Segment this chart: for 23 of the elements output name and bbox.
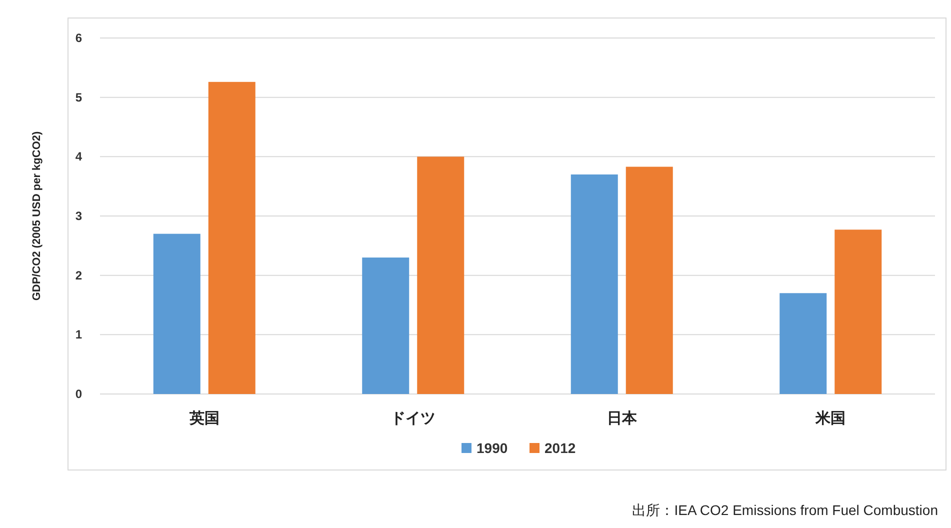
legend-label: 1990 bbox=[476, 440, 508, 456]
bar bbox=[780, 293, 827, 394]
y-tick-label: 5 bbox=[75, 90, 82, 104]
y-tick-label: 4 bbox=[75, 150, 82, 164]
legend-label: 2012 bbox=[544, 440, 576, 456]
bar bbox=[626, 166, 673, 394]
x-tick-label: 米国 bbox=[814, 410, 846, 427]
y-tick-label: 0 bbox=[75, 387, 82, 401]
y-tick-label: 3 bbox=[75, 209, 82, 223]
bar bbox=[208, 82, 256, 394]
bar bbox=[834, 230, 882, 394]
bar bbox=[417, 156, 464, 394]
x-tick-label: 日本 bbox=[606, 410, 638, 427]
y-tick-label: 6 bbox=[75, 31, 82, 45]
x-tick-label: ドイツ bbox=[390, 410, 436, 427]
text: 出所：IEA CO2 Emissions from Fuel Combustion bbox=[632, 502, 938, 518]
bar bbox=[362, 258, 410, 394]
y-tick-label: 1 bbox=[75, 328, 82, 342]
bar bbox=[153, 234, 200, 394]
bar bbox=[570, 174, 618, 394]
y-axis-title: GDP/CO2 (2005 USD per kgCO2) bbox=[31, 131, 43, 301]
x-tick-label: 英国 bbox=[188, 410, 220, 427]
y-tick-label: 2 bbox=[75, 268, 82, 282]
